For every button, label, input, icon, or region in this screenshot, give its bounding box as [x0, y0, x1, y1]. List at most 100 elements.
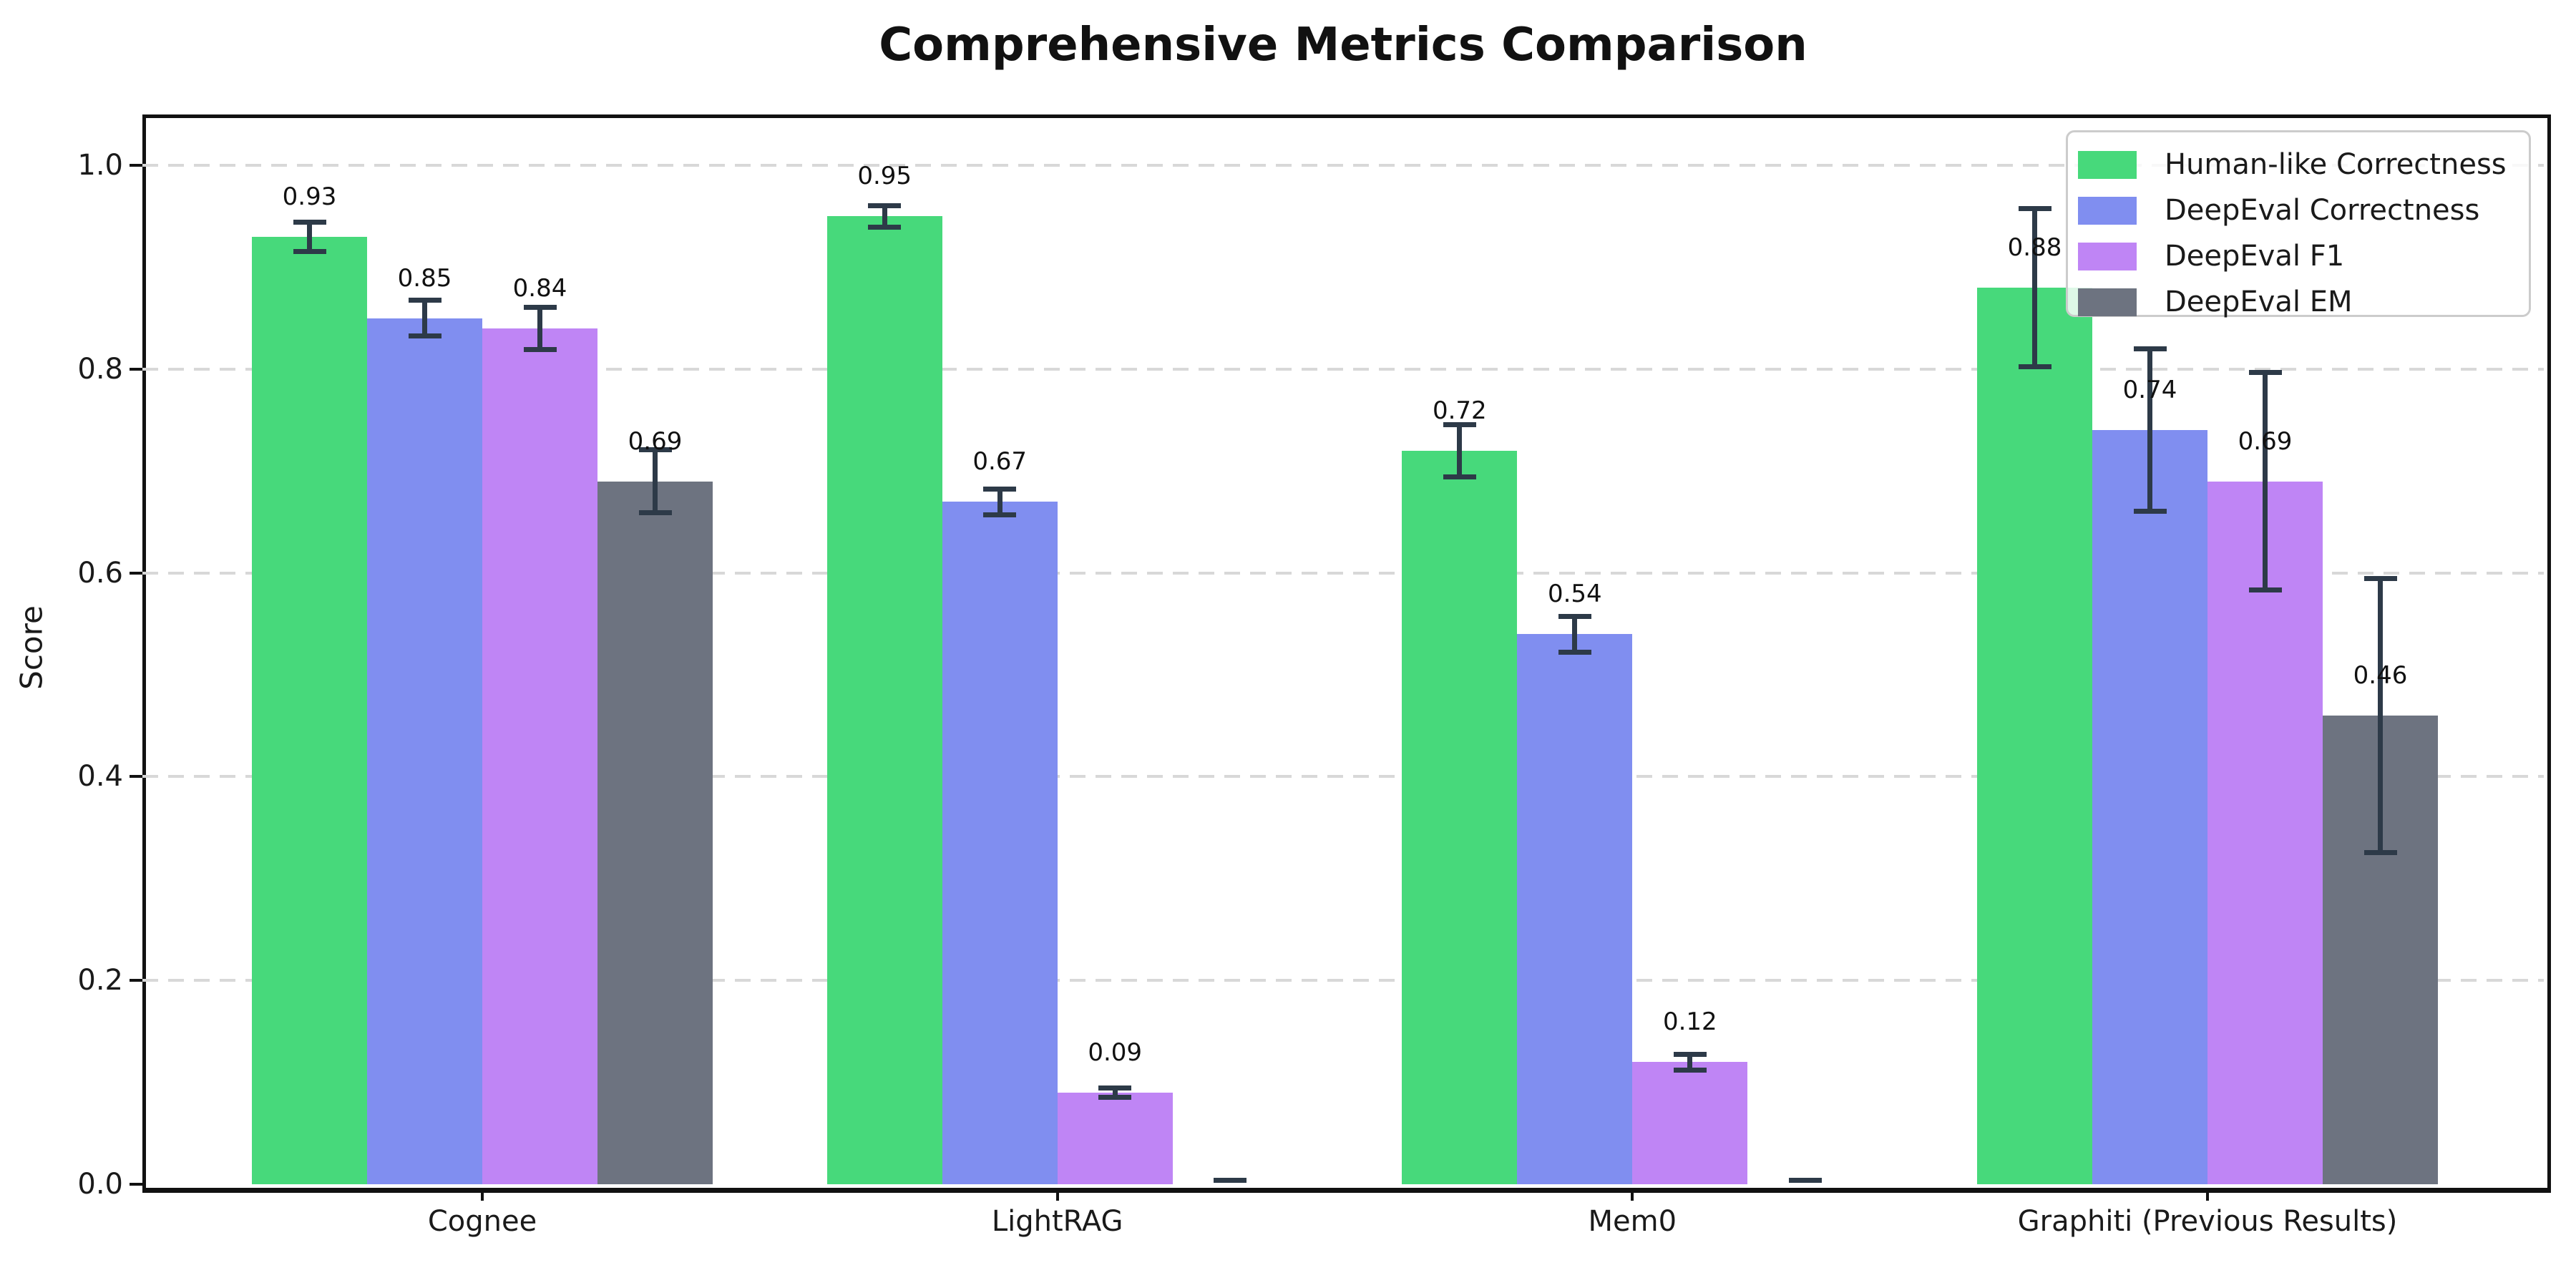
- y-tick-label: 1.0: [77, 149, 123, 182]
- error-bar-line: [422, 300, 427, 337]
- error-bar-cap-bottom: [983, 512, 1017, 517]
- error-bar-line: [2147, 348, 2152, 512]
- x-tick-label: Cognee: [427, 1205, 537, 1238]
- bar: [1632, 1062, 1748, 1184]
- error-bar-cap-top: [1558, 613, 1591, 619]
- chart-title: Comprehensive Metrics Comparison: [879, 19, 1807, 72]
- bar: [597, 481, 713, 1184]
- bar-value-label: 0.09: [1088, 1038, 1143, 1067]
- error-bar-line: [307, 221, 312, 253]
- bar: [1517, 634, 1633, 1184]
- y-tick-mark: [130, 571, 142, 575]
- y-tick-label: 0.2: [77, 964, 123, 997]
- y-tick-label: 0.6: [77, 556, 123, 590]
- error-bar-cap-top: [983, 486, 1017, 492]
- error-bar-line: [1572, 615, 1578, 653]
- bar-value-label: 0.85: [397, 263, 452, 293]
- error-bar-cap-bottom: [2018, 364, 2051, 370]
- error-bar-cap-bottom: [1098, 1094, 1132, 1100]
- error-bar-line: [2263, 372, 2268, 590]
- y-tick-label: 0.4: [77, 760, 123, 794]
- legend-swatch: [2078, 243, 2137, 270]
- error-bar-cap-bottom: [1443, 474, 1476, 479]
- y-tick-mark: [130, 979, 142, 982]
- error-bar-cap-bottom: [2363, 850, 2397, 856]
- legend-label: DeepEval Correctness: [2165, 194, 2480, 227]
- error-bar-cap-top: [2133, 346, 2167, 352]
- error-bar-line: [1112, 1087, 1118, 1098]
- bar: [942, 502, 1058, 1184]
- error-bar-cap-bottom: [293, 249, 326, 255]
- y-tick-mark: [130, 1183, 142, 1186]
- error-bar-cap-bottom: [1673, 1067, 1707, 1073]
- bar: [252, 236, 367, 1184]
- error-bar-cap-top: [1214, 1178, 1247, 1184]
- x-tick-mark: [1631, 1189, 1634, 1201]
- error-bar-cap-top: [293, 219, 326, 225]
- error-bar-cap-top: [408, 298, 441, 303]
- bar: [1057, 1092, 1173, 1184]
- gridline: [142, 367, 2544, 371]
- error-bar-cap-top: [2248, 370, 2282, 376]
- bar-value-label: 0.69: [2238, 426, 2293, 456]
- y-tick-label: 0.8: [77, 352, 123, 386]
- gridline: [142, 164, 2544, 167]
- error-bar-cap-top: [868, 203, 902, 208]
- error-bar-cap-top: [1673, 1051, 1707, 1057]
- error-bar-cap-top: [2018, 205, 2051, 211]
- error-bar-line: [653, 449, 658, 513]
- error-bar-line: [1687, 1053, 1693, 1070]
- y-tick-mark: [130, 164, 142, 167]
- legend-swatch: [2078, 197, 2137, 225]
- error-bar-cap-bottom: [523, 346, 557, 352]
- error-bar-cap-bottom: [1558, 649, 1591, 655]
- error-bar-cap-bottom: [2248, 587, 2282, 592]
- legend-swatch: [2078, 151, 2137, 179]
- y-tick-label: 0.0: [77, 1168, 123, 1201]
- bar-value-label: 0.72: [1432, 396, 1487, 425]
- x-tick-label: Mem0: [1588, 1205, 1677, 1238]
- bar: [2207, 481, 2323, 1184]
- bar-value-label: 0.93: [282, 182, 337, 211]
- bar: [1977, 288, 2092, 1184]
- legend-swatch: [2078, 288, 2137, 316]
- bar-value-label: 0.46: [2353, 661, 2408, 691]
- error-bar-cap-top: [638, 447, 672, 453]
- gridline: [142, 571, 2544, 575]
- x-tick-mark: [1055, 1189, 1059, 1201]
- gridline: [142, 979, 2544, 982]
- error-bar-line: [537, 307, 542, 350]
- gridline: [142, 775, 2544, 779]
- x-tick-mark: [481, 1189, 484, 1201]
- bar-value-label: 0.74: [2122, 376, 2177, 405]
- error-bar-line: [882, 205, 887, 228]
- error-bar-cap-top: [1443, 421, 1476, 427]
- legend: [2066, 130, 2531, 317]
- error-bar-cap-top: [523, 305, 557, 311]
- y-tick-mark: [130, 775, 142, 779]
- legend-label: DeepEval F1: [2165, 240, 2345, 273]
- bar: [1402, 450, 1518, 1184]
- bar-value-label: 0.84: [512, 274, 567, 303]
- error-bar-line: [2032, 208, 2037, 368]
- error-bar-cap-bottom: [638, 509, 672, 515]
- legend-label: DeepEval EM: [2165, 286, 2353, 318]
- bar-value-label: 0.67: [972, 447, 1028, 477]
- bar: [2092, 430, 2207, 1184]
- bar: [367, 318, 482, 1184]
- error-bar-cap-top: [2363, 575, 2397, 581]
- bar-value-label: 0.95: [857, 162, 912, 191]
- y-tick-mark: [130, 367, 142, 371]
- x-tick-label: LightRAG: [991, 1205, 1123, 1238]
- plot-area: [142, 114, 2551, 1193]
- error-bar-cap-top: [1098, 1085, 1132, 1091]
- error-bar-cap-bottom: [408, 333, 441, 339]
- bar-value-label: 0.69: [628, 426, 683, 456]
- bar-value-label: 0.12: [1662, 1008, 1717, 1037]
- error-bar-cap-bottom: [2133, 509, 2167, 514]
- error-bar-cap-bottom: [868, 225, 902, 230]
- error-bar-line: [1457, 424, 1463, 477]
- bar-value-label: 0.88: [2007, 233, 2062, 263]
- error-bar-line: [2378, 577, 2383, 854]
